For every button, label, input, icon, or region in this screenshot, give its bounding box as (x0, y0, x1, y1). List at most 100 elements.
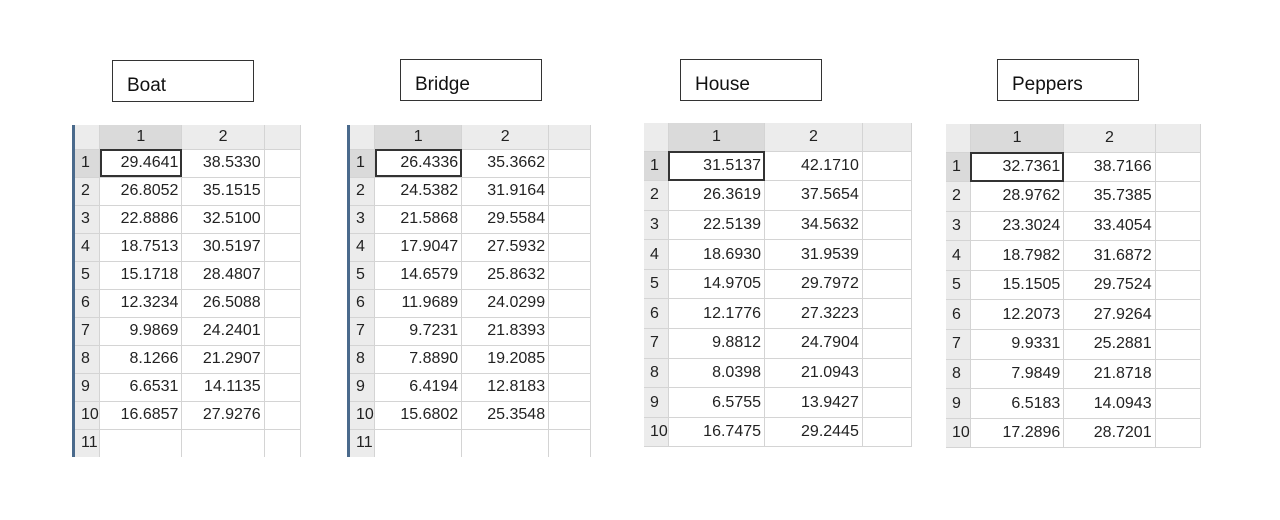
cell[interactable]: 33.4054 (1063, 211, 1156, 242)
cell[interactable]: 8.0398 (668, 358, 766, 389)
row-header[interactable]: 1 (350, 149, 376, 178)
cell[interactable]: 25.8632 (461, 261, 550, 290)
column-header[interactable]: 2 (764, 123, 863, 152)
cell[interactable]: 6.5755 (668, 387, 766, 418)
table-row[interactable]: 4 17.9047 27.5932 (350, 233, 591, 262)
cell-empty[interactable] (264, 149, 301, 178)
cell[interactable]: 17.9047 (374, 233, 463, 262)
cell[interactable]: 14.6579 (374, 261, 463, 290)
cell-empty[interactable] (548, 401, 591, 430)
cell-empty[interactable] (1155, 181, 1201, 212)
table-row[interactable]: 2 26.8052 35.1515 (75, 177, 301, 206)
row-header[interactable]: 10 (75, 401, 101, 430)
table-row[interactable]: 6 12.3234 26.5088 (75, 289, 301, 318)
cell-empty[interactable] (264, 261, 301, 290)
cell[interactable]: 18.7513 (99, 233, 183, 262)
cell-empty[interactable] (862, 269, 912, 300)
row-header[interactable]: 3 (946, 211, 971, 242)
table-row[interactable]: 1 29.4641 38.5330 (75, 149, 301, 178)
row-header[interactable]: 10 (644, 417, 669, 448)
row-header[interactable]: 9 (75, 373, 101, 402)
table-row[interactable]: 5 15.1505 29.7524 (946, 270, 1201, 301)
cell[interactable]: 24.7904 (764, 328, 863, 359)
cell[interactable]: 26.5088 (181, 289, 265, 318)
column-header-empty[interactable] (264, 125, 301, 150)
cell[interactable]: 26.3619 (668, 180, 766, 211)
row-header[interactable]: 3 (75, 205, 101, 234)
cell-empty[interactable] (548, 345, 591, 374)
column-header[interactable]: 1 (668, 123, 766, 152)
table-row[interactable]: 5 14.6579 25.8632 (350, 261, 591, 290)
cell[interactable]: 22.8886 (99, 205, 183, 234)
row-header[interactable]: 7 (946, 329, 971, 360)
cell[interactable]: 15.1505 (970, 270, 1065, 301)
column-header[interactable]: 1 (374, 125, 463, 150)
row-header[interactable]: 3 (644, 210, 669, 241)
table-row[interactable]: 3 23.3024 33.4054 (946, 211, 1201, 242)
cell-empty[interactable] (264, 289, 301, 318)
table-row[interactable]: 3 22.5139 34.5632 (644, 210, 912, 241)
cell-empty[interactable] (548, 233, 591, 262)
table-row[interactable]: 9 6.6531 14.1135 (75, 373, 301, 402)
row-header[interactable]: 6 (644, 298, 669, 330)
row-header[interactable]: 6 (350, 289, 376, 318)
cell[interactable]: 14.9705 (668, 269, 766, 300)
table-row[interactable]: 8 8.0398 21.0943 (644, 358, 912, 389)
row-header[interactable]: 8 (946, 359, 971, 390)
table-row[interactable]: 1 32.7361 38.7166 (946, 152, 1201, 183)
cell[interactable]: 9.9869 (99, 317, 183, 346)
cell-empty[interactable] (1155, 359, 1201, 390)
table-row[interactable]: 7 9.9331 25.2881 (946, 329, 1201, 360)
cell[interactable]: 12.2073 (970, 299, 1065, 331)
cell[interactable]: 29.4641 (99, 149, 183, 178)
cell[interactable]: 6.4194 (374, 373, 463, 402)
row-header[interactable]: 5 (644, 269, 669, 300)
table-row[interactable]: 10 16.6857 27.9276 (75, 401, 301, 430)
cell-empty[interactable] (264, 233, 301, 262)
row-header[interactable]: 11 (350, 429, 376, 457)
table-row[interactable]: 4 18.7982 31.6872 (946, 240, 1201, 271)
row-header[interactable]: 4 (350, 233, 376, 262)
row-header[interactable]: 4 (75, 233, 101, 262)
table-row[interactable]: 4 18.7513 30.5197 (75, 233, 301, 262)
cell[interactable]: 35.1515 (181, 177, 265, 206)
cell-empty[interactable] (264, 345, 301, 374)
table-row[interactable]: 9 6.4194 12.8183 (350, 373, 591, 402)
cell[interactable]: 31.9539 (764, 239, 863, 270)
row-header[interactable]: 6 (75, 289, 101, 318)
column-header[interactable]: 1 (970, 124, 1065, 153)
cell[interactable]: 9.8812 (668, 328, 766, 359)
cell-empty[interactable] (1155, 329, 1201, 360)
cell[interactable]: 29.5584 (461, 205, 550, 234)
cell[interactable]: 15.1718 (99, 261, 183, 290)
cell[interactable]: 21.0943 (764, 358, 863, 389)
cell[interactable]: 29.7972 (764, 269, 863, 300)
row-header[interactable]: 7 (350, 317, 376, 346)
cell[interactable] (461, 429, 550, 457)
row-header[interactable]: 1 (946, 152, 971, 183)
cell-empty[interactable] (1155, 211, 1201, 242)
row-header[interactable]: 6 (946, 299, 971, 331)
row-header[interactable]: 5 (946, 270, 971, 301)
column-header[interactable]: 2 (461, 125, 550, 150)
cell-empty[interactable] (862, 298, 912, 330)
cell[interactable]: 8.1266 (99, 345, 183, 374)
cell[interactable]: 6.6531 (99, 373, 183, 402)
cell-empty[interactable] (862, 210, 912, 241)
cell-empty[interactable] (264, 401, 301, 430)
cell[interactable]: 38.5330 (181, 149, 265, 178)
row-header[interactable]: 4 (644, 239, 669, 270)
cell[interactable]: 35.3662 (461, 149, 550, 178)
cell[interactable]: 7.8890 (374, 345, 463, 374)
table-row[interactable]: 10 17.2896 28.7201 (946, 418, 1201, 449)
cell[interactable] (181, 429, 265, 457)
cell-empty[interactable] (548, 317, 591, 346)
cell[interactable]: 30.5197 (181, 233, 265, 262)
row-header[interactable]: 2 (350, 177, 376, 206)
cell[interactable]: 21.8393 (461, 317, 550, 346)
table-row[interactable]: 9 6.5755 13.9427 (644, 387, 912, 418)
row-header[interactable]: 7 (644, 328, 669, 359)
cell-empty[interactable] (862, 328, 912, 359)
column-header-empty[interactable] (1155, 124, 1201, 153)
cell[interactable]: 13.9427 (764, 387, 863, 418)
